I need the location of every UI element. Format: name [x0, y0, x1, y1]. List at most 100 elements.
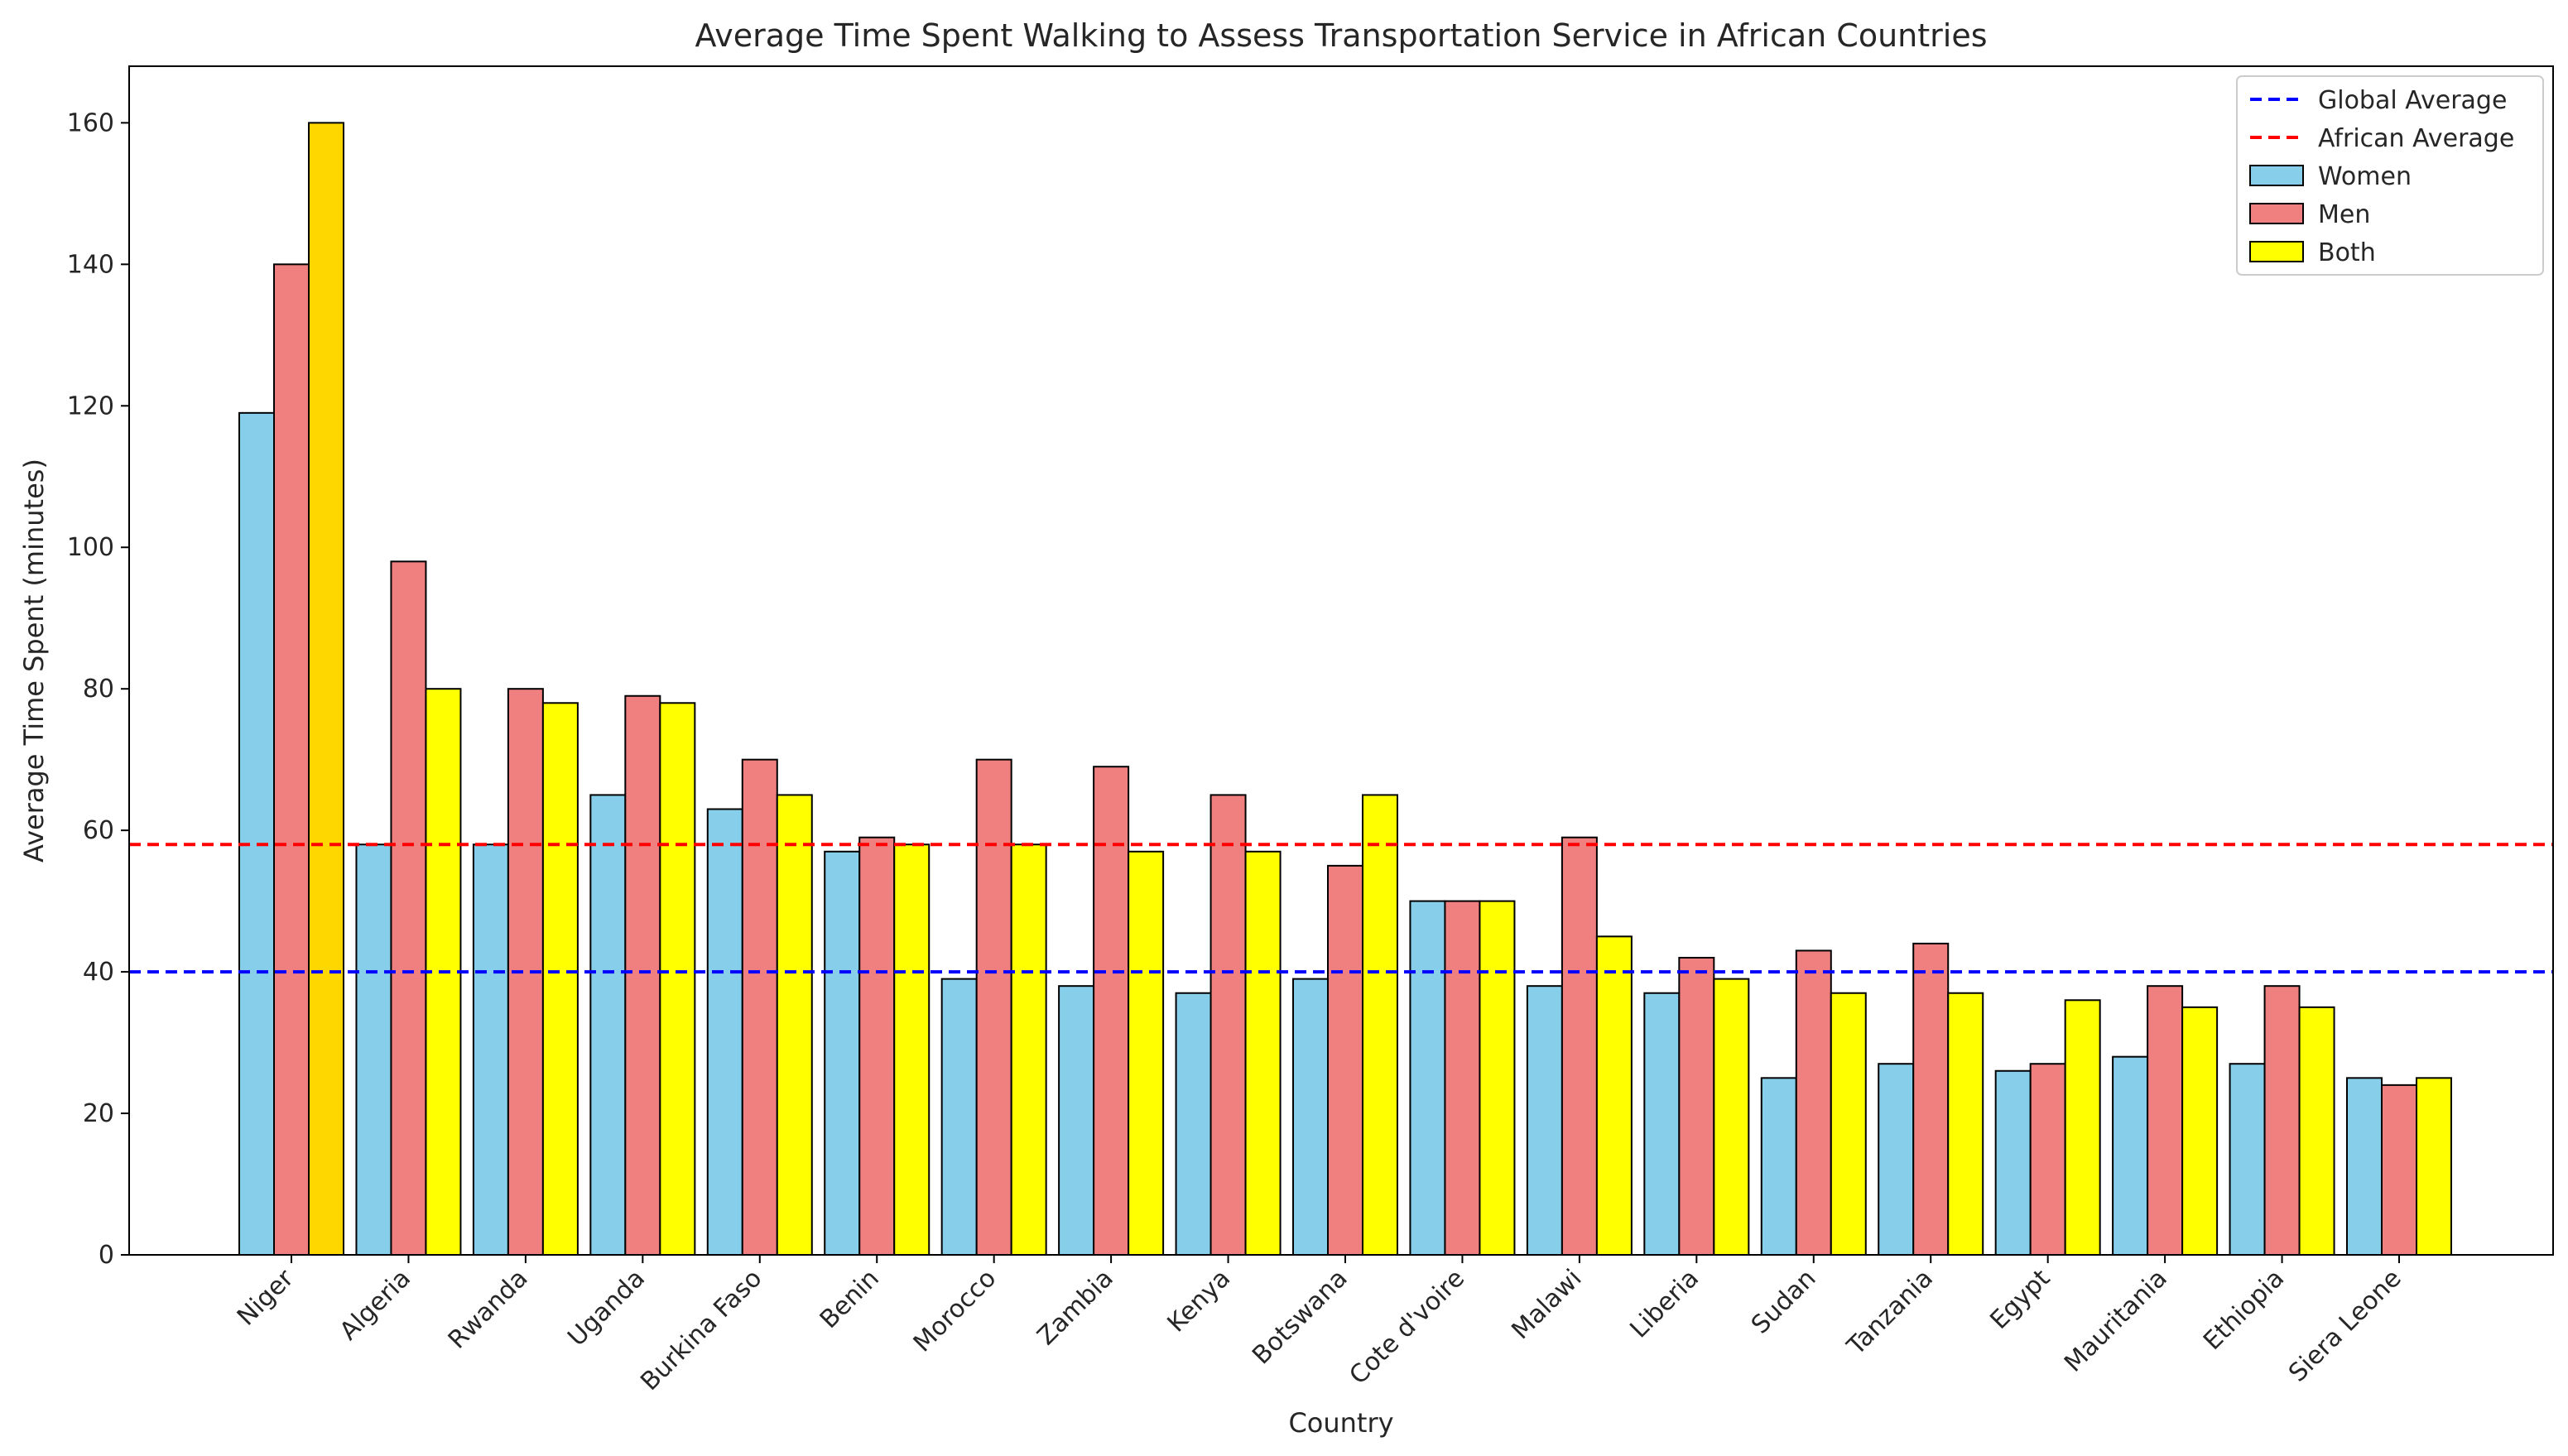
bar-both-sudan — [1830, 992, 1867, 1256]
bar-women-uganda — [589, 794, 627, 1256]
y-tick-label: 140 — [67, 250, 114, 279]
y-tick-label: 80 — [83, 675, 114, 704]
bar-both-malawi — [1595, 935, 1633, 1257]
x-tick-label: Zambia — [1032, 1264, 1118, 1351]
bar-both-zambia — [1128, 850, 1165, 1257]
bar-women-mauritania — [2112, 1055, 2149, 1256]
y-tick-label: 160 — [67, 108, 114, 137]
bar-men-morocco — [975, 758, 1012, 1256]
x-tick-label: Sudan — [1746, 1264, 1822, 1340]
reference-lines-layer — [129, 843, 2553, 974]
x-tick-label: Benin — [815, 1264, 885, 1334]
bar-both-egypt — [2064, 999, 2101, 1257]
bar-both-ethiopia — [2298, 1006, 2335, 1257]
y-tick-label: 60 — [83, 816, 114, 845]
legend-swatch-both — [2249, 241, 2304, 262]
bar-men-botswana — [1327, 864, 1363, 1257]
bar-women-liberia — [1643, 992, 1681, 1256]
bar-women-rwanda — [472, 843, 509, 1256]
x-tick-label: Rwanda — [443, 1264, 534, 1355]
bar-men-egypt — [2029, 1063, 2066, 1256]
x-tick-label: Uganda — [562, 1264, 651, 1353]
y-tick-label: 20 — [83, 1099, 114, 1128]
bar-women-cote-d-voire — [1409, 900, 1446, 1256]
bar-women-tanzania — [1878, 1063, 1915, 1256]
y-tick-label: 100 — [67, 533, 114, 562]
bar-men-malawi — [1561, 836, 1598, 1256]
bar-women-morocco — [940, 978, 978, 1256]
bar-men-mauritania — [2147, 985, 2184, 1256]
bar-men-cote-d-voire — [1444, 900, 1481, 1256]
x-tick-label: Tanzania — [1841, 1264, 1939, 1362]
bar-women-algeria — [355, 843, 392, 1256]
y-axis-label: Average Time Spent (minutes) — [18, 459, 50, 863]
bar-women-malawi — [1526, 985, 1563, 1256]
chart-title: Average Time Spent Walking to Assess Tra… — [695, 17, 1987, 54]
bar-both-mauritania — [2181, 1006, 2219, 1257]
bar-women-benin — [824, 850, 861, 1257]
x-tick-label: Malawi — [1506, 1264, 1587, 1345]
bar-men-ethiopia — [2263, 985, 2301, 1256]
x-tick-label: Morocco — [908, 1264, 1003, 1358]
legend-label-african-average: African Average — [2318, 124, 2514, 153]
bar-both-siera-leone — [2416, 1077, 2452, 1257]
x-tick-label: Mauritania — [2059, 1264, 2173, 1378]
bar-both-benin — [893, 843, 931, 1256]
bar-men-siera-leone — [2381, 1084, 2417, 1257]
bar-both-tanzania — [1947, 992, 1984, 1256]
x-tick-label: Ethiopia — [2198, 1264, 2290, 1356]
x-tick-label: Siera Leone — [2283, 1264, 2407, 1388]
legend-label-women: Women — [2318, 162, 2412, 191]
x-tick-label: Burkina Faso — [635, 1264, 767, 1396]
bar-women-niger — [238, 411, 275, 1257]
bar-both-burkina-faso — [776, 794, 813, 1256]
bar-both-botswana — [1362, 794, 1398, 1256]
bar-women-botswana — [1292, 978, 1329, 1256]
bar-men-uganda — [624, 694, 661, 1256]
bar-men-liberia — [1678, 957, 1715, 1256]
x-tick-label: Algeria — [334, 1264, 416, 1346]
x-tick-label: Kenya — [1162, 1264, 1237, 1338]
bar-women-kenya — [1175, 992, 1212, 1256]
bar-both-morocco — [1010, 843, 1047, 1256]
x-axis-label: Country — [1288, 1407, 1393, 1439]
bar-both-liberia — [1713, 978, 1750, 1256]
bar-both-niger — [308, 122, 344, 1256]
bar-men-tanzania — [1912, 942, 1950, 1257]
legend-swatch-men — [2249, 203, 2304, 224]
x-tick-label: Egypt — [1984, 1264, 2056, 1335]
legend-label-both: Both — [2318, 238, 2376, 267]
bar-women-siera-leone — [2346, 1077, 2383, 1257]
y-tick-label: 0 — [99, 1241, 114, 1270]
bar-both-kenya — [1244, 850, 1282, 1257]
bars-layer — [238, 122, 2452, 1257]
bar-men-algeria — [390, 560, 427, 1256]
legend-label-global-average: Global Average — [2318, 86, 2507, 115]
y-tick-label: 120 — [67, 392, 114, 420]
bar-women-ethiopia — [2229, 1063, 2266, 1256]
bar-men-sudan — [1795, 949, 1832, 1256]
plot-frame — [128, 65, 2554, 1256]
bar-men-niger — [273, 263, 310, 1256]
bar-both-rwanda — [541, 702, 579, 1256]
bar-men-kenya — [1209, 794, 1247, 1256]
x-tick-label: Botswana — [1247, 1264, 1353, 1370]
y-tick-label: 40 — [83, 958, 114, 987]
bar-women-zambia — [1058, 985, 1095, 1256]
bar-men-burkina-faso — [741, 758, 778, 1256]
bar-women-burkina-faso — [706, 808, 743, 1256]
bar-women-egypt — [1994, 1069, 2032, 1257]
x-tick-label: Cote d'voire — [1344, 1264, 1470, 1391]
legend-box — [2236, 75, 2544, 276]
bar-both-cote-d-voire — [1479, 900, 1516, 1256]
bar-both-uganda — [659, 702, 696, 1256]
x-tick-label: Liberia — [1624, 1264, 1705, 1344]
legend-swatch-women — [2249, 165, 2304, 186]
x-tick-label: Niger — [232, 1263, 300, 1331]
bar-women-sudan — [1760, 1077, 1797, 1257]
bar-men-benin — [858, 836, 896, 1256]
legend: Global Average African Average Women Men Bot… — [2236, 75, 2544, 276]
bar-men-zambia — [1093, 766, 1130, 1256]
